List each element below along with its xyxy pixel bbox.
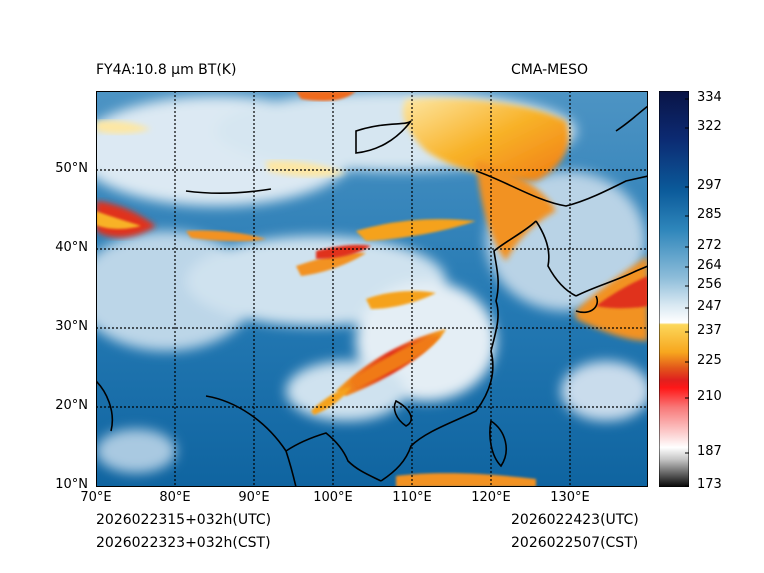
colorbar-label: 334 (697, 90, 722, 105)
satellite-map (96, 91, 648, 487)
lon-label-100e: 100°E (313, 490, 353, 505)
lat-label-40n: 40°N (55, 240, 88, 255)
chart-title-right: CMA-MESO (511, 62, 589, 78)
lon-label-90e: 90°E (238, 490, 270, 505)
lat-label-30n: 30°N (55, 319, 88, 334)
colorbar-label: 173 (697, 477, 722, 492)
colorbar (659, 91, 689, 487)
lon-label-110e: 110°E (392, 490, 432, 505)
colorbar-label: 187 (697, 444, 722, 459)
colorbar-label: 264 (697, 258, 722, 273)
colorbar-label: 297 (697, 178, 722, 193)
colorbar-ticks (685, 98, 689, 487)
colorbar-label: 237 (697, 323, 722, 338)
lon-label-130e: 130°E (550, 490, 590, 505)
colorbar-label: 285 (697, 207, 722, 222)
lon-label-70e: 70°E (80, 490, 112, 505)
colorbar-label: 272 (697, 238, 722, 253)
map-frame (96, 91, 648, 487)
graticule (96, 91, 648, 487)
lat-label-20n: 20°N (55, 398, 88, 413)
colorbar-label: 225 (697, 353, 722, 368)
colorbar-label: 322 (697, 119, 722, 134)
init-time-cst: 2026022323+032h(CST) (96, 535, 271, 551)
colorbar-gradient (659, 91, 689, 487)
colorbar-label: 256 (697, 277, 722, 292)
chart-title-left: FY4A:10.8 µm BT(K) (96, 62, 237, 78)
valid-time-cst: 2026022507(CST) (511, 535, 639, 551)
init-time-utc: 2026022315+032h(UTC) (96, 512, 272, 528)
colorbar-label: 210 (697, 389, 722, 404)
lon-label-80e: 80°E (159, 490, 191, 505)
lat-label-50n: 50°N (55, 161, 88, 176)
lon-label-120e: 120°E (471, 490, 511, 505)
valid-time-utc: 2026022423(UTC) (511, 512, 639, 528)
colorbar-label: 247 (697, 299, 722, 314)
cold-cloud-tops (96, 91, 648, 487)
lat-label-10n: 10°N (55, 477, 88, 492)
